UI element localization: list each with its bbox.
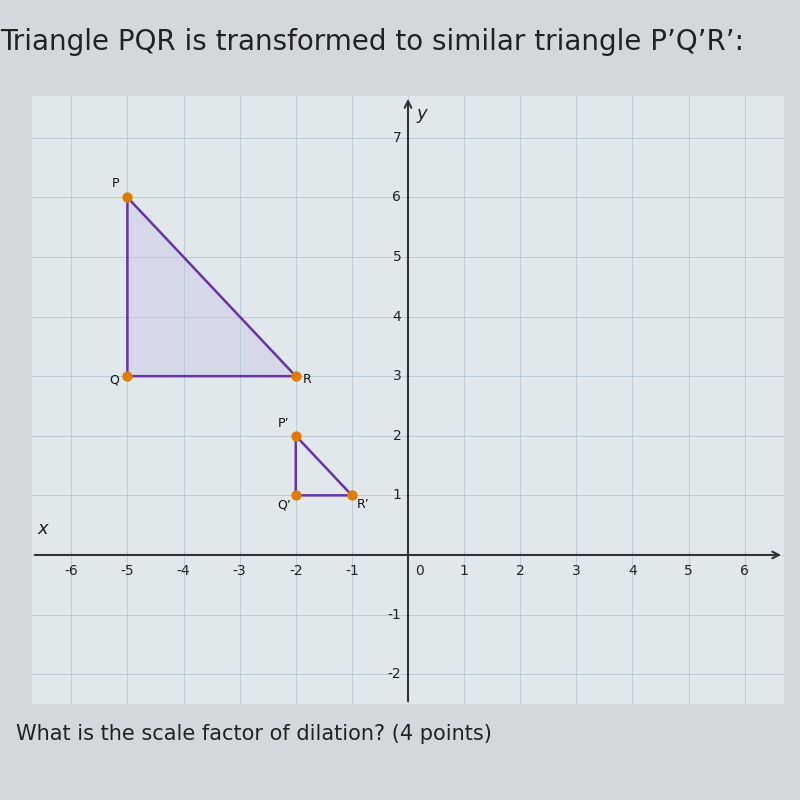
Text: 6: 6	[392, 190, 402, 204]
Text: -1: -1	[387, 607, 402, 622]
Text: 3: 3	[572, 564, 581, 578]
Text: P: P	[111, 177, 119, 190]
Text: 5: 5	[684, 564, 693, 578]
Text: -6: -6	[65, 564, 78, 578]
Text: -3: -3	[233, 564, 246, 578]
Text: 2: 2	[393, 429, 402, 442]
Text: P’: P’	[278, 417, 289, 430]
Text: What is the scale factor of dilation? (4 points): What is the scale factor of dilation? (4…	[16, 724, 492, 744]
Text: -4: -4	[177, 564, 190, 578]
Polygon shape	[127, 198, 296, 376]
Text: 6: 6	[740, 564, 749, 578]
Point	[290, 370, 302, 382]
Text: R’: R’	[356, 498, 369, 511]
Text: -2: -2	[289, 564, 302, 578]
Text: 1: 1	[460, 564, 469, 578]
Text: 5: 5	[393, 250, 402, 264]
Text: -1: -1	[345, 564, 358, 578]
Point	[346, 489, 358, 502]
Text: 4: 4	[628, 564, 637, 578]
Point	[290, 430, 302, 442]
Text: Q’: Q’	[278, 498, 291, 511]
Point	[121, 191, 134, 204]
Text: 4: 4	[393, 310, 402, 323]
Text: R: R	[302, 373, 311, 386]
Text: 2: 2	[516, 564, 525, 578]
Text: x: x	[38, 520, 48, 538]
Text: 0: 0	[414, 564, 423, 578]
Text: 1: 1	[392, 488, 402, 502]
Text: -2: -2	[388, 667, 402, 681]
Text: 7: 7	[393, 130, 402, 145]
Text: y: y	[417, 105, 427, 123]
Text: 3: 3	[393, 369, 402, 383]
Point	[121, 370, 134, 382]
Text: -5: -5	[121, 564, 134, 578]
Text: Triangle PQR is transformed to similar triangle P’Q’R’:: Triangle PQR is transformed to similar t…	[0, 28, 744, 56]
Text: Q: Q	[109, 373, 119, 386]
Point	[290, 489, 302, 502]
